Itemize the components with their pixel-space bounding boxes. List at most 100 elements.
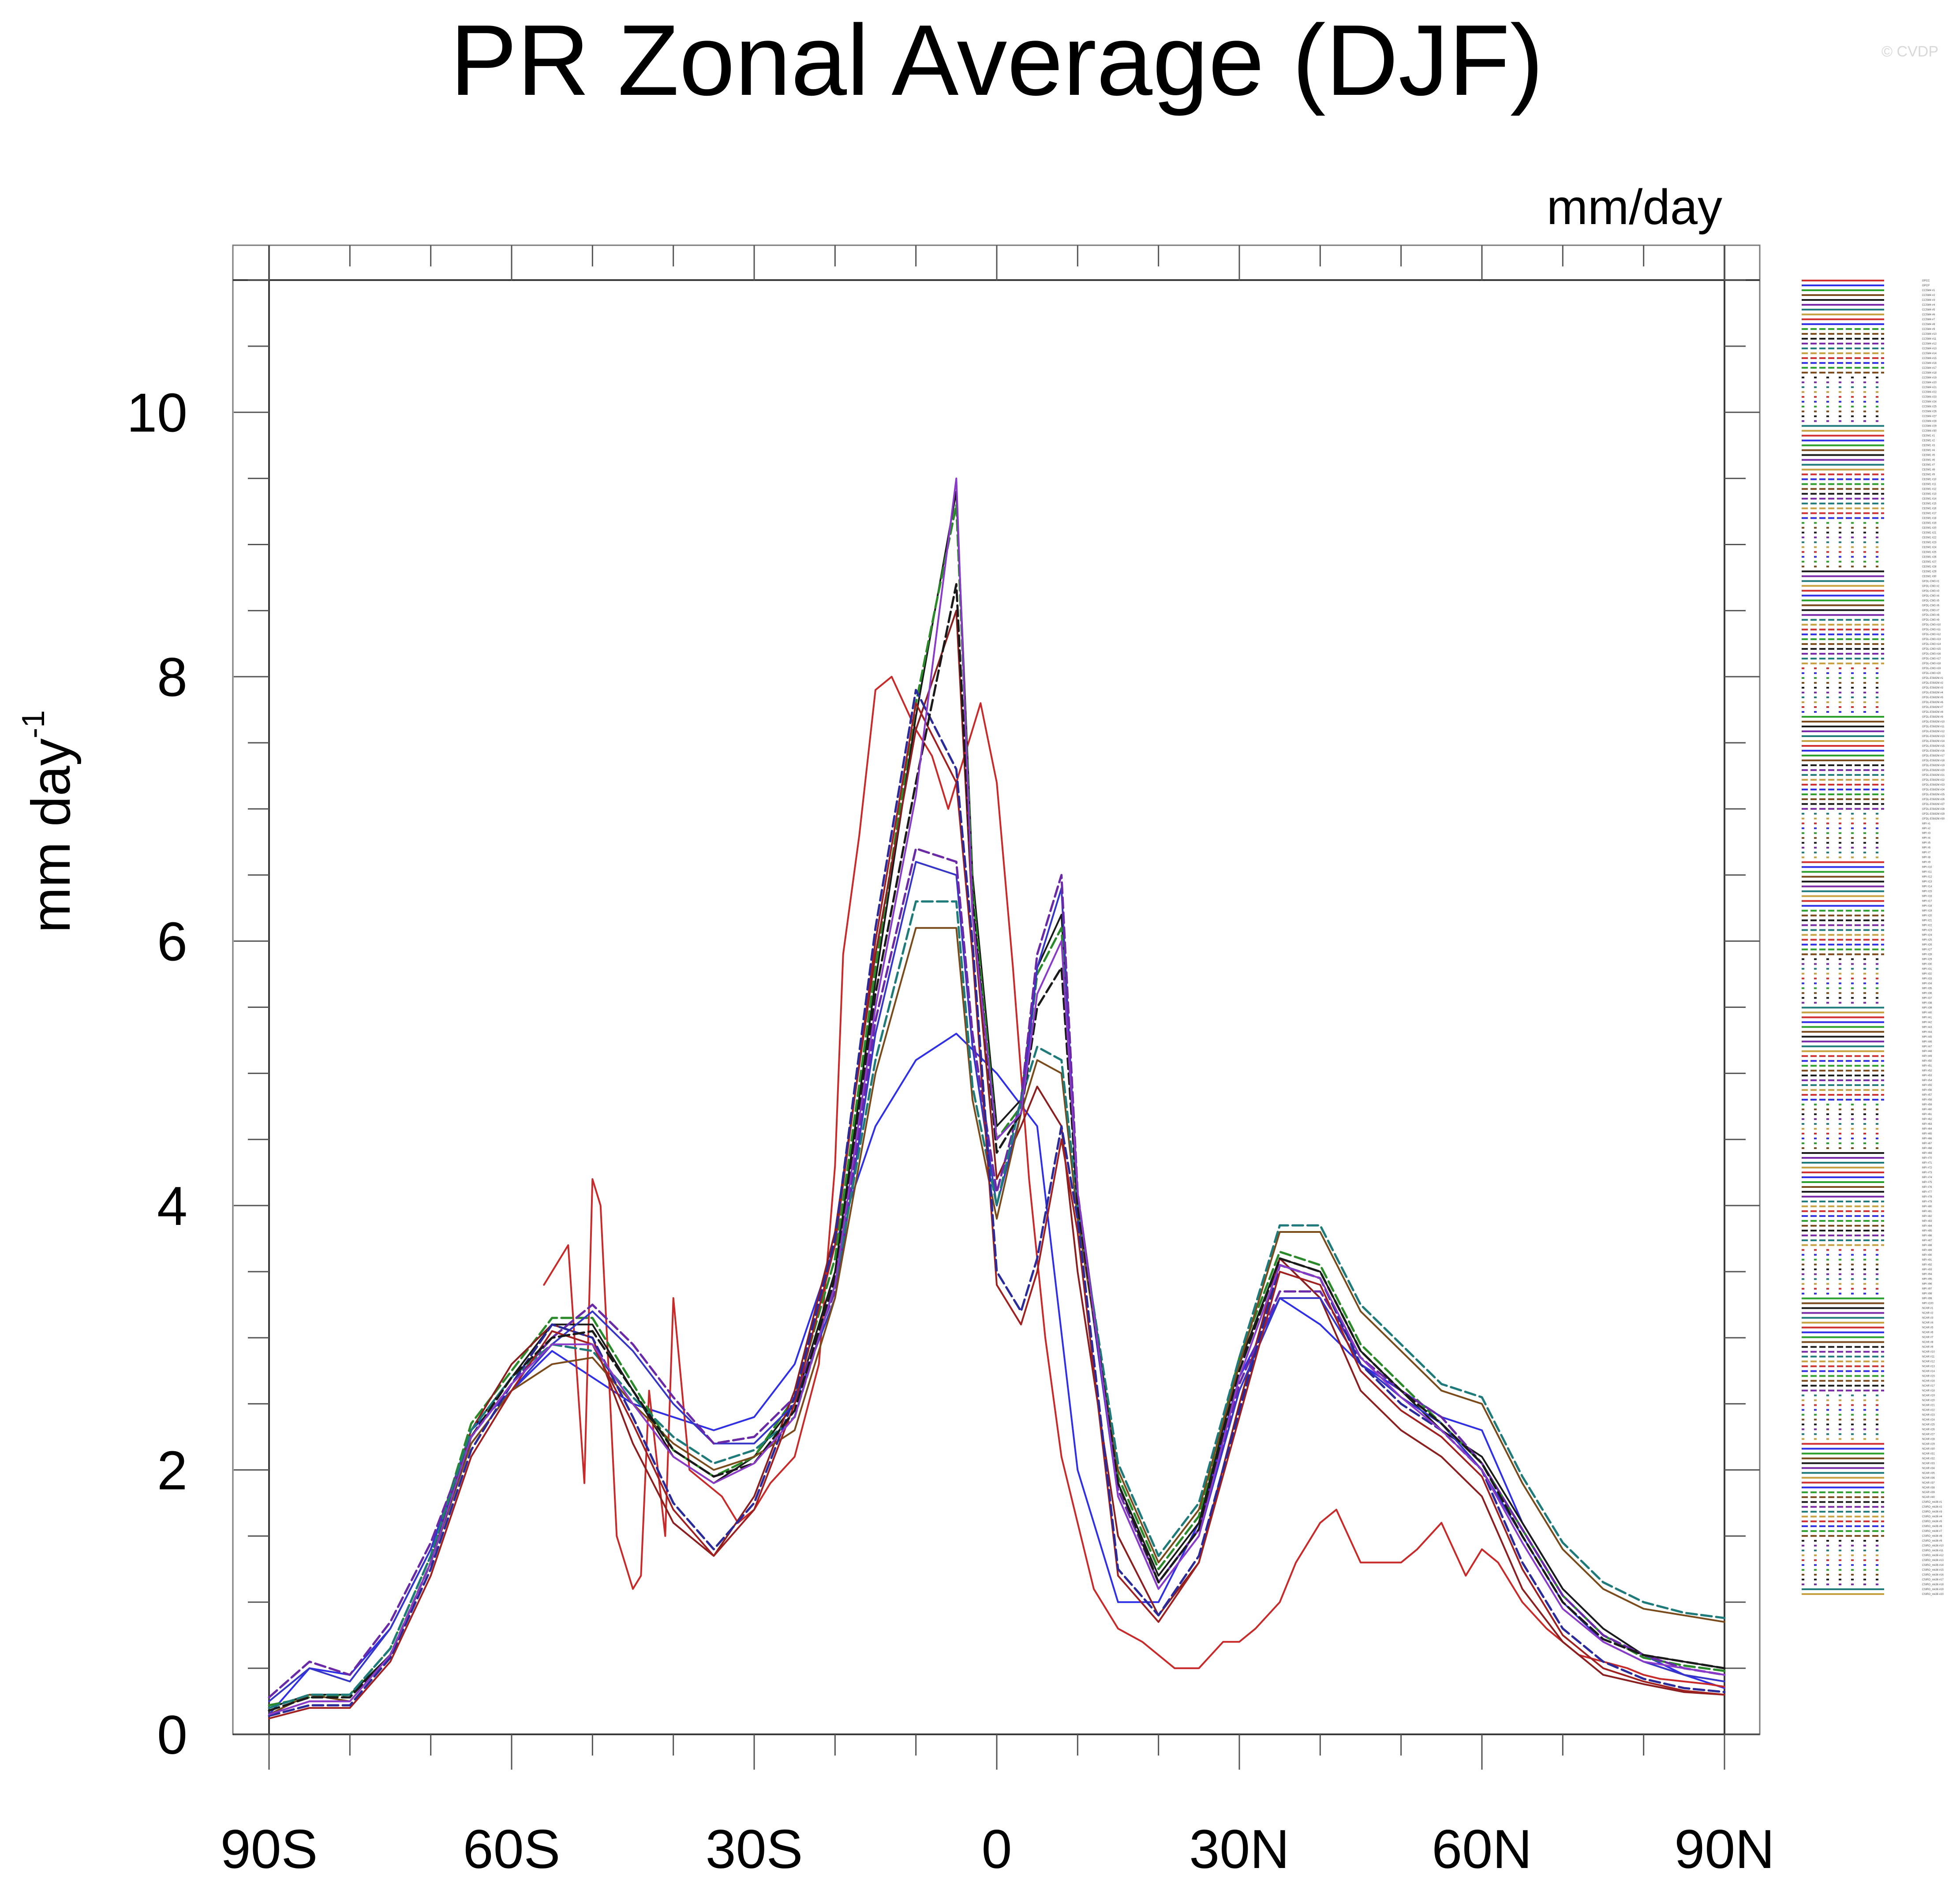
legend-label: GFDL-ESM2M #7 (1922, 706, 1943, 709)
legend-label: MPI #5 (1922, 842, 1931, 845)
y-axis-label-text: mm day-1 (16, 710, 82, 933)
legend-label: MPI #77 (1922, 1191, 1932, 1194)
legend-label: MPI #46 (1922, 1041, 1932, 1043)
legend-label: MPI #57 (1922, 1094, 1932, 1097)
legend-label: GFDL-ESM2M #2 (1922, 682, 1943, 685)
legend-label: CESM1 #22 (1922, 536, 1937, 539)
legend-label: CESM1 #13 (1922, 493, 1937, 496)
x-axis-ticks: 90S 60S 30S 0 30N 60N 90N (221, 245, 1775, 1880)
legend-label: MPI #17 (1922, 900, 1932, 903)
legend-label: MPI #74 (1922, 1176, 1932, 1179)
legend-label: CSIRO_mk36 #9 (1922, 1540, 1942, 1542)
legend-label: MPI #8 (1922, 857, 1931, 859)
legend-label: CESM1 #17 (1922, 512, 1937, 515)
legend-label: CCSM4 #15 (1922, 357, 1937, 360)
legend-label: MPI #86 (1922, 1235, 1932, 1237)
legend-label: MPI #29 (1922, 958, 1932, 961)
x-tick-label: 60N (1432, 1819, 1532, 1880)
legend-label: MPI #71 (1922, 1162, 1932, 1164)
legend-label: MPI #61 (1922, 1113, 1932, 1116)
legend-label: MPI #52 (1922, 1070, 1932, 1072)
legend-label: GFDL-CM3 #17 (1922, 658, 1941, 660)
legend-label: GFDL-ESM2M #6 (1922, 701, 1943, 704)
legend: GPCC GPCP CCSM4 #1 CCSM4 #2 CCSM4 #3 CCSM4 #4… (1802, 280, 1945, 1596)
legend-label: GFDL-ESM2M #10 (1922, 721, 1945, 723)
legend-label: MPI #96 (1922, 1283, 1932, 1286)
legend-label: MPI #39 (1922, 1007, 1932, 1009)
legend-label: NCAR #19 (1922, 1394, 1935, 1397)
legend-label: CSIRO_mk36 #7 (1922, 1530, 1942, 1533)
legend-label: MPI #7 (1922, 852, 1931, 854)
legend-label: MPI #54 (1922, 1079, 1932, 1082)
legend-label: GFDL-ESM2M #1 (1922, 677, 1943, 680)
legend-label: CSIRO_mk36 #16 (1922, 1574, 1944, 1576)
legend-label: NCAR #32 (1922, 1457, 1935, 1460)
legend-label: NCAR #6 (1922, 1332, 1934, 1334)
legend-label: CSIRO_mk36 #15 (1922, 1569, 1944, 1572)
legend-label: MPI #99 (1922, 1298, 1932, 1300)
legend-label: NCAR #10 (1922, 1351, 1935, 1354)
legend-label: CESM1 #8 (1922, 469, 1935, 472)
legend-label: NCAR #25 (1922, 1423, 1935, 1426)
legend-label: MPI #92 (1922, 1264, 1932, 1266)
legend-label: GFDL-ESM2M #19 (1922, 764, 1945, 767)
legend-label: NCAR #16 (1922, 1380, 1935, 1382)
legend-label: NCAR #2 (1922, 1312, 1934, 1315)
legend-label: GFDL-ESM2M #4 (1922, 692, 1943, 694)
legend-label: MPI #80 (1922, 1205, 1932, 1208)
legend-label: CCSM4 #3 (1922, 299, 1935, 302)
x-tick-label: 30S (706, 1819, 803, 1880)
legend-label: CCSM4 #12 (1922, 343, 1937, 345)
legend-label: CESM1 #29 (1922, 570, 1937, 573)
legend-label: CSIRO_mk36 #20 (1922, 1593, 1944, 1596)
legend-label: MPI #15 (1922, 891, 1932, 893)
legend-label: CCSM4 #22 (1922, 391, 1937, 394)
legend-label: MPI #33 (1922, 977, 1932, 980)
legend-label: MPI #68 (1922, 1147, 1932, 1150)
legend-label: MPI #49 (1922, 1055, 1932, 1058)
y-tick-label: 8 (157, 647, 187, 708)
legend-label: CCSM4 #20 (1922, 382, 1937, 384)
legend-label: MPI #11 (1922, 871, 1932, 874)
legend-label: MPI #64 (1922, 1128, 1932, 1131)
legend-label: GFDL-ESM2M #28 (1922, 808, 1945, 811)
legend-label: GFDL-CM3 #20 (1922, 672, 1941, 675)
legend-label: CCSM4 #2 (1922, 294, 1935, 297)
legend-label: MPI #62 (1922, 1118, 1932, 1121)
legend-label: GFDL-CM3 #13 (1922, 638, 1941, 641)
legend-label: CSIRO_mk36 #11 (1922, 1550, 1944, 1552)
legend-label: GFDL-ESM2M #23 (1922, 784, 1945, 786)
legend-label: GFDL-CM3 #5 (1922, 599, 1940, 602)
legend-label: CCSM4 #9 (1922, 328, 1935, 331)
x-tick-label: 0 (982, 1819, 1012, 1880)
legend-label: MPI #13 (1922, 881, 1932, 883)
legend-label: CCSM4 #14 (1922, 352, 1937, 355)
legend-label: NCAR #8 (1922, 1341, 1934, 1344)
legend-label: NCAR #13 (1922, 1366, 1935, 1368)
legend-label: CCSM4 #26 (1922, 411, 1937, 413)
legend-label: MPI #69 (1922, 1152, 1932, 1155)
legend-label: NCAR #26 (1922, 1428, 1935, 1431)
legend-label: CCSM4 #11 (1922, 338, 1937, 341)
series-line-6 (268, 861, 1725, 1703)
legend-label: CSIRO_mk36 #6 (1922, 1525, 1942, 1528)
legend-label: MPI #95 (1922, 1278, 1932, 1281)
legend-label: NCAR #39 (1922, 1491, 1935, 1494)
legend-label: CESM1 #20 (1922, 527, 1937, 529)
legend-label: MPI #66 (1922, 1138, 1932, 1140)
legend-label: MPI #67 (1922, 1142, 1932, 1145)
legend-label: CCSM4 #19 (1922, 377, 1937, 379)
y-tick-label: 4 (157, 1176, 187, 1237)
legend-label: MPI #94 (1922, 1273, 1932, 1276)
legend-label: CSIRO_mk36 #4 (1922, 1516, 1942, 1518)
legend-label: NCAR #29 (1922, 1443, 1935, 1445)
legend-label: MPI #72 (1922, 1167, 1932, 1169)
legend-label: NCAR #30 (1922, 1448, 1935, 1450)
legend-label: GFDL-ESM2M #24 (1922, 789, 1945, 791)
y-tick-label: 10 (127, 383, 187, 444)
legend-label: MPI #44 (1922, 1031, 1932, 1033)
legend-label: CCSM4 #21 (1922, 386, 1937, 389)
legend-label: GFDL-ESM2M #9 (1922, 716, 1943, 719)
legend-label: CESM1 #9 (1922, 474, 1935, 476)
